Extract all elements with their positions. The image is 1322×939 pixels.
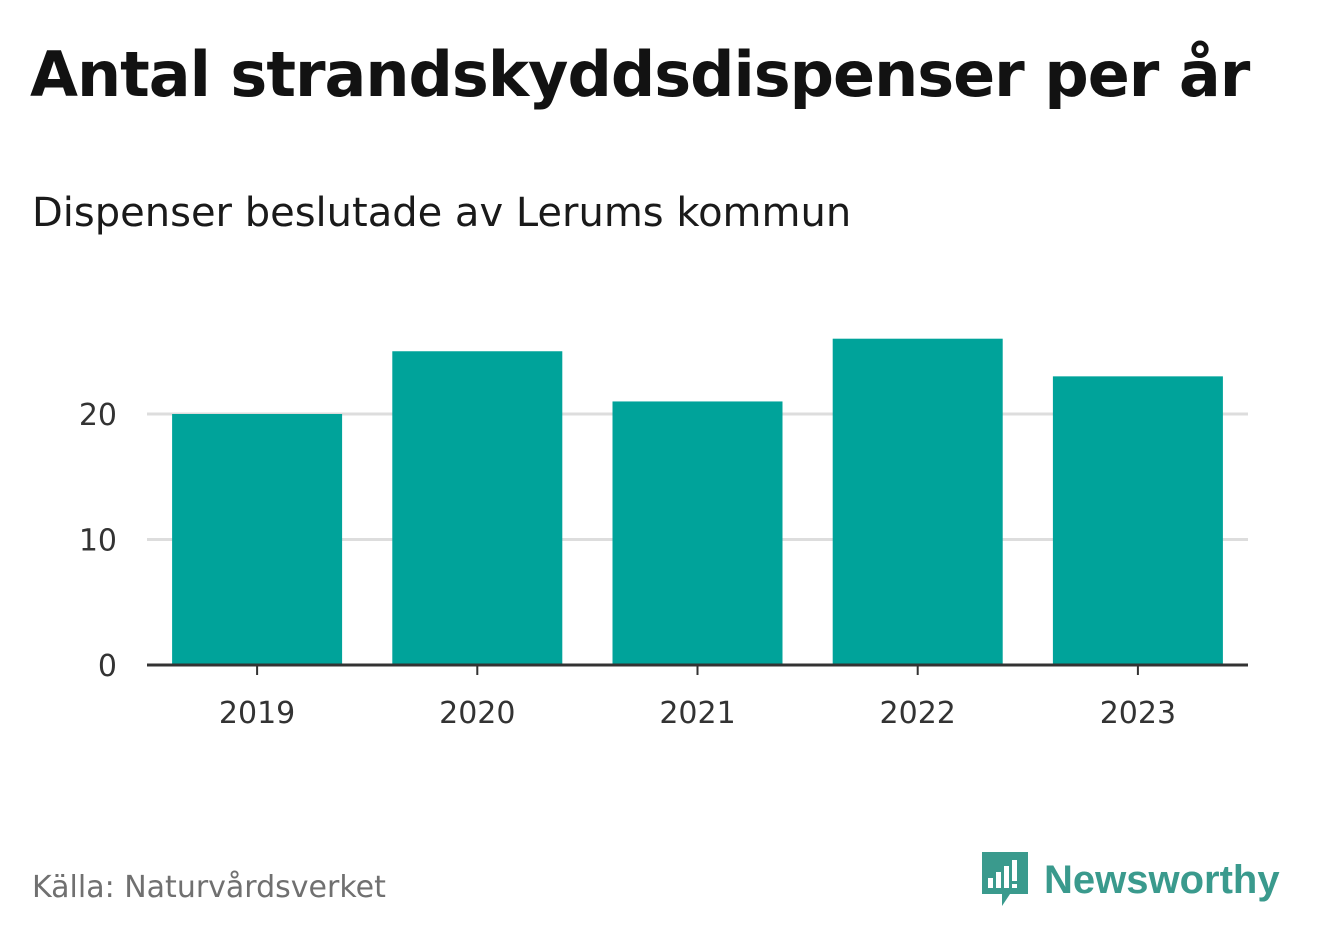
x-axis-ticks: 2019 2020 2021 2022 2023: [219, 665, 1176, 731]
bar-2019: [172, 414, 343, 665]
x-tick-label: 2021: [659, 696, 735, 731]
x-tick-label: 2023: [1100, 696, 1176, 731]
newsworthy-logo-icon: [982, 852, 1028, 906]
x-tick-label: 2020: [439, 696, 515, 731]
bar-2020: [392, 351, 563, 665]
x-tick-label: 2022: [880, 696, 956, 731]
x-tick-label: 2019: [219, 696, 295, 731]
brand: Newsworthy: [980, 850, 1280, 910]
bars: [172, 338, 1223, 665]
y-tick-label: 10: [79, 524, 117, 559]
chart-subtitle: Dispenser beslutade av Lerums kommun: [32, 190, 852, 236]
y-tick-label: 20: [79, 398, 117, 433]
chart-title: Antal strandskyddsdispenser per år: [30, 38, 1250, 111]
source-note: Källa: Naturvårdsverket: [32, 870, 386, 905]
bar-2021: [612, 401, 783, 665]
bar-chart: 0 10 20 2019 2020 2021 2022 2023: [79, 338, 1248, 731]
brand-name: Newsworthy: [1044, 857, 1280, 902]
y-tick-label: 0: [98, 649, 117, 684]
bar-2022: [832, 338, 1003, 665]
y-axis-ticks: 0 10 20: [79, 398, 117, 684]
bar-2023: [1052, 376, 1223, 665]
